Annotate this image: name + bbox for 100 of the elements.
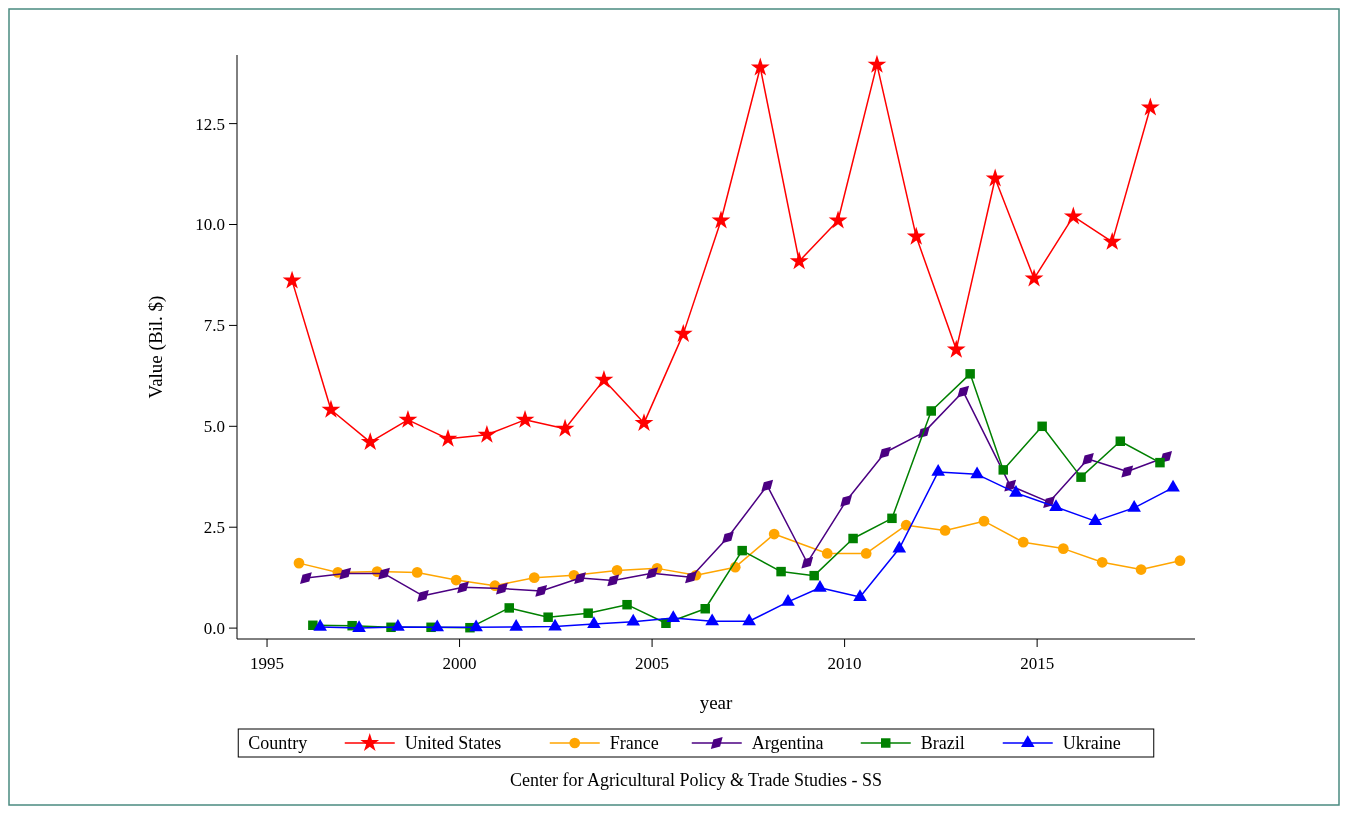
point (411, 567, 423, 578)
point (504, 603, 514, 613)
point (1076, 472, 1086, 482)
point (583, 608, 593, 618)
x-axis-title: year (699, 692, 734, 713)
point (339, 567, 352, 580)
point (965, 369, 975, 379)
point (978, 515, 990, 527)
point (957, 385, 970, 398)
point (313, 619, 327, 631)
point (828, 210, 848, 229)
x-tick-label: 2010 (827, 654, 862, 673)
point (548, 618, 562, 631)
y-tick-label: 0.0 (203, 619, 225, 639)
point (1174, 555, 1186, 567)
point (1049, 499, 1063, 511)
point (634, 413, 654, 432)
point (611, 565, 623, 576)
point (946, 339, 966, 358)
point (300, 572, 312, 584)
point (813, 579, 827, 592)
point (293, 557, 305, 569)
point (391, 619, 405, 631)
point (438, 428, 458, 447)
point (761, 479, 774, 492)
point (840, 495, 853, 507)
point (742, 613, 756, 626)
point (926, 406, 936, 416)
legend-title: Country (248, 733, 308, 753)
point (879, 446, 891, 459)
point (1166, 479, 1180, 492)
point (430, 619, 445, 632)
y-tick-label: 2.5 (203, 518, 225, 538)
point (646, 567, 658, 580)
y-axis-title: Value (Bil. $) (145, 295, 167, 399)
point (574, 572, 586, 584)
point (535, 585, 548, 597)
point (1009, 485, 1023, 497)
point (450, 574, 462, 586)
point (1102, 231, 1122, 250)
point (1037, 421, 1047, 432)
point (867, 54, 887, 73)
point (1121, 465, 1134, 478)
point (469, 619, 483, 632)
point (528, 572, 540, 583)
point (1155, 457, 1165, 468)
point (985, 168, 1005, 187)
legend-label: Ukraine (1062, 733, 1121, 753)
legend-label: Argentina (751, 733, 824, 753)
point (321, 399, 341, 418)
point (543, 612, 553, 622)
point (509, 619, 523, 631)
point (1088, 513, 1103, 526)
point (860, 548, 872, 559)
point (352, 620, 366, 633)
point (931, 464, 945, 476)
point (607, 574, 620, 587)
point (711, 210, 731, 229)
point (515, 409, 535, 428)
point (853, 589, 867, 601)
x-tick-label: 2000 (442, 654, 477, 673)
point (594, 369, 614, 388)
point (1135, 564, 1147, 575)
point (700, 603, 710, 614)
point (673, 323, 693, 342)
point (398, 409, 418, 428)
point (998, 465, 1008, 475)
point (457, 581, 469, 594)
point (1024, 268, 1044, 287)
y-tick-label: 7.5 (203, 316, 225, 336)
y-tick-label: 5.0 (203, 417, 225, 437)
text: Center for Agricultural Policy & Trade Studies - SS (510, 770, 882, 790)
point (1082, 453, 1094, 465)
point (722, 531, 734, 544)
point (1017, 536, 1029, 548)
point (587, 616, 601, 628)
point (887, 513, 897, 524)
point (1057, 543, 1069, 554)
point (776, 566, 786, 577)
point (892, 540, 907, 553)
point (555, 418, 575, 437)
point (801, 556, 814, 569)
point (1063, 206, 1083, 225)
point (906, 226, 926, 245)
point (1115, 436, 1126, 446)
point (626, 613, 641, 626)
point (789, 251, 809, 270)
point (378, 567, 390, 580)
point (477, 424, 497, 443)
x-tick-label: 1995 (250, 654, 285, 673)
legend-label: Brazil (920, 733, 965, 753)
point (809, 570, 819, 581)
point (622, 599, 632, 610)
x-tick-label: 2005 (635, 654, 670, 673)
legend-label: France (609, 733, 659, 753)
point (282, 270, 302, 289)
point (737, 545, 747, 556)
y-tick-label: 12.5 (195, 114, 225, 134)
point (1127, 499, 1141, 512)
point (848, 533, 858, 544)
